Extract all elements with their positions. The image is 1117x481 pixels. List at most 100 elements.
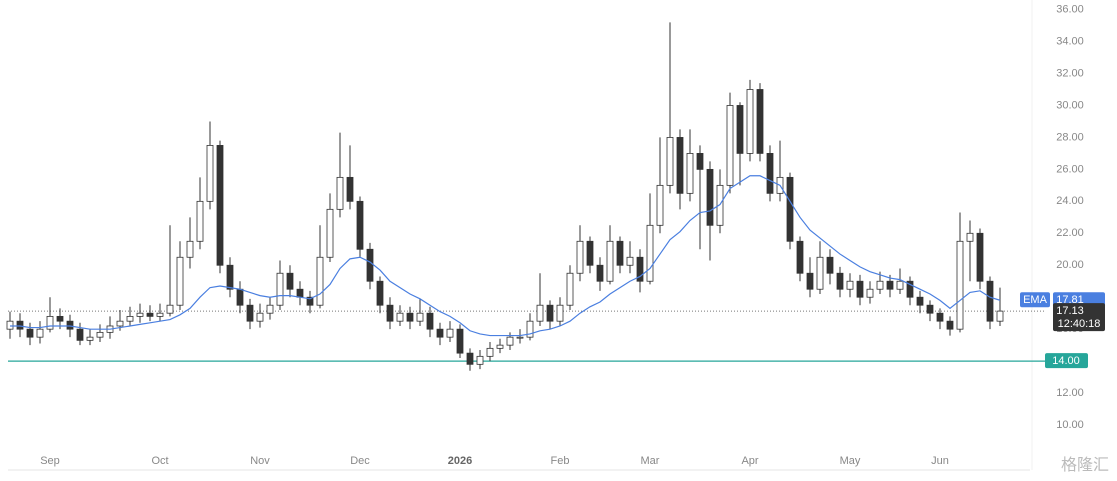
- candle-body: [286, 272, 294, 290]
- watermark: 格隆汇: [1061, 456, 1109, 474]
- y-tick-label: 12.00: [1056, 387, 1084, 399]
- candle-body: [456, 328, 464, 354]
- y-tick-label: 32.00: [1056, 67, 1084, 79]
- candle-body: [16, 320, 24, 330]
- candle-body: [86, 336, 94, 341]
- countdown-label: 12:40:18: [1058, 318, 1101, 330]
- candle-body: [96, 331, 104, 338]
- x-tick-label: Mar: [641, 455, 660, 467]
- candle-body: [956, 240, 964, 330]
- candle-body: [636, 256, 644, 282]
- candle-body: [326, 208, 334, 258]
- candle-body: [36, 328, 44, 338]
- candle-body: [446, 328, 454, 338]
- x-tick-label: 2026: [448, 455, 472, 467]
- candle-body: [766, 153, 774, 194]
- ema-line: [10, 175, 1001, 337]
- candle-body: [916, 296, 924, 306]
- candle-body: [816, 256, 824, 290]
- candle-body: [626, 256, 634, 266]
- y-tick-label: 28.00: [1056, 131, 1084, 143]
- candle-body: [316, 256, 324, 306]
- candle-body: [296, 288, 304, 298]
- candle-body: [826, 256, 834, 274]
- candle-body: [6, 320, 14, 330]
- candle-body: [696, 153, 704, 170]
- y-tick-label: 20.00: [1056, 259, 1084, 271]
- support-badge: [1045, 353, 1088, 369]
- candle-body: [466, 352, 474, 365]
- candle-body: [726, 105, 734, 186]
- candle-body: [836, 272, 844, 290]
- candle-body: [846, 280, 854, 290]
- price-label: 17.13: [1056, 305, 1084, 317]
- candle-body: [746, 89, 754, 154]
- candle-body: [216, 145, 224, 266]
- candle-body: [976, 232, 984, 282]
- candle-body: [896, 280, 904, 290]
- candle-body: [546, 304, 554, 322]
- ema-badge: [1020, 292, 1050, 308]
- candle-body: [496, 344, 504, 349]
- candle-body: [356, 200, 364, 250]
- candle-body: [76, 328, 84, 341]
- support-label: 14.00: [1052, 355, 1080, 367]
- candle-body: [56, 315, 64, 322]
- candle-body: [796, 240, 804, 274]
- x-tick-label: Feb: [551, 455, 570, 467]
- candle-body: [396, 312, 404, 322]
- x-tick-label: Jun: [931, 455, 949, 467]
- x-tick-label: Oct: [151, 455, 168, 467]
- candle-body: [266, 304, 274, 314]
- candle-body: [206, 145, 214, 202]
- candle-body: [336, 176, 344, 210]
- candle-body: [66, 320, 74, 330]
- x-tick-label: Dec: [350, 455, 370, 467]
- ema-badge-name: EMA: [1023, 294, 1048, 306]
- candle-body: [46, 315, 54, 330]
- candle-body: [246, 304, 254, 322]
- candle-body: [386, 304, 394, 322]
- candle-body: [966, 232, 974, 242]
- candle-body: [426, 312, 434, 330]
- candle-body: [716, 184, 724, 226]
- candle-body: [346, 176, 354, 202]
- candle-body: [226, 264, 234, 290]
- candle-body: [156, 312, 164, 317]
- candle-body: [806, 272, 814, 290]
- candle-body: [926, 304, 934, 314]
- candle-body: [606, 240, 614, 282]
- price-badge: [1053, 303, 1105, 332]
- candle-body: [126, 315, 134, 322]
- candle-body: [486, 347, 494, 357]
- y-tick-label: 34.00: [1056, 35, 1084, 47]
- candle-body: [666, 137, 674, 186]
- candle-body: [166, 304, 174, 314]
- y-tick-label: 36.00: [1056, 3, 1084, 15]
- candle-body: [196, 200, 204, 242]
- candle-body: [646, 224, 654, 282]
- candle-body: [506, 336, 514, 346]
- candle-body: [26, 328, 34, 338]
- candle-body: [116, 320, 124, 327]
- candle-body: [516, 336, 524, 339]
- x-tick-label: Nov: [250, 455, 270, 467]
- candle-body: [256, 312, 264, 322]
- candle-body: [406, 312, 414, 322]
- candle-body: [856, 280, 864, 298]
- candle-body: [146, 312, 154, 317]
- candle-body: [536, 304, 544, 322]
- candle-body: [656, 184, 664, 226]
- candle-body: [876, 280, 884, 290]
- candle-body: [236, 288, 244, 306]
- candle-body: [586, 240, 594, 266]
- candle-body: [376, 280, 384, 306]
- candle-body: [366, 248, 374, 282]
- candle-body: [136, 312, 144, 317]
- candle-body: [176, 256, 184, 306]
- candle-body: [906, 280, 914, 298]
- candle-body: [936, 312, 944, 322]
- y-tick-label: 24.00: [1056, 195, 1084, 207]
